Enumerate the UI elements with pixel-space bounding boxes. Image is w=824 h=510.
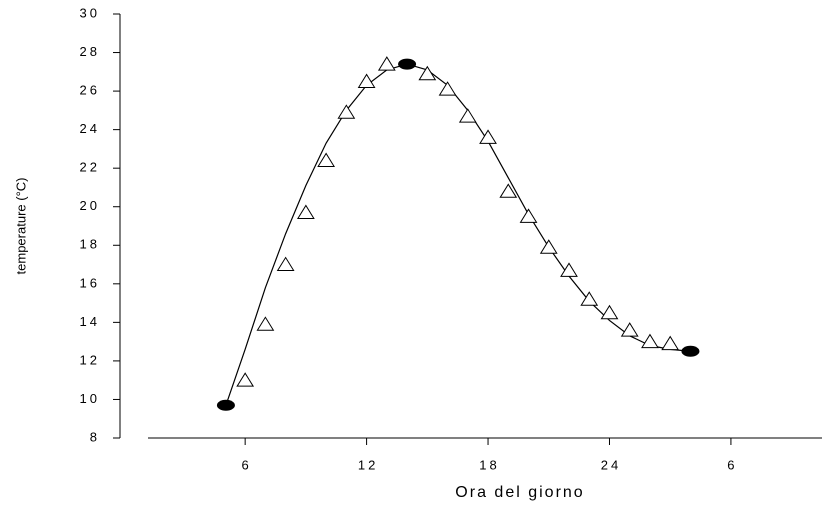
y-axis-label: temperature (°C) <box>13 178 28 275</box>
triangle-marker <box>560 262 578 277</box>
circle-marker <box>216 399 235 411</box>
triangle-marker <box>296 204 315 220</box>
y-tick-label: 24 <box>80 121 100 136</box>
y-tick-label: 20 <box>80 198 100 213</box>
triangle-marker <box>479 129 497 144</box>
triangle-marker <box>357 73 376 88</box>
triangle-marker <box>418 65 437 81</box>
y-tick-label: 26 <box>80 83 100 98</box>
y-tick-label: 16 <box>80 275 100 290</box>
y-tick-label: 22 <box>80 160 100 175</box>
triangle-marker <box>580 291 599 306</box>
y-tick-label: 8 <box>90 429 100 444</box>
y-tick-label: 12 <box>80 352 100 367</box>
triangle-marker <box>276 256 295 272</box>
triangle-marker <box>377 56 396 71</box>
y-tick-label: 14 <box>80 314 100 329</box>
triangle-marker <box>438 81 457 96</box>
triangle-marker <box>236 372 255 387</box>
y-tick-label: 28 <box>80 44 100 59</box>
triangle-marker <box>317 152 336 167</box>
fit-line <box>225 63 691 406</box>
x-tick-label: 6 <box>727 457 737 472</box>
triangle-marker <box>600 304 619 320</box>
triangle-marker <box>337 104 356 119</box>
x-tick-label: 18 <box>479 457 499 472</box>
circle-marker <box>398 58 417 70</box>
circle-marker <box>681 345 700 357</box>
triangle-marker <box>256 316 275 331</box>
y-tick-label: 18 <box>80 237 100 252</box>
x-tick-label: 12 <box>358 457 378 472</box>
triangle-marker <box>661 335 680 351</box>
x-tick-label: 6 <box>242 457 252 472</box>
x-tick-label: 24 <box>601 457 621 472</box>
triangle-marker <box>458 108 477 123</box>
y-tick-label: 30 <box>80 5 100 20</box>
triangle-marker <box>641 333 659 349</box>
triangle-marker <box>499 183 518 198</box>
triangle-marker <box>519 208 538 223</box>
triangle-marker <box>539 239 558 254</box>
x-axis-label: Ora del giorno <box>455 484 584 501</box>
triangle-marker <box>620 322 639 337</box>
y-tick-label: 10 <box>80 391 100 406</box>
